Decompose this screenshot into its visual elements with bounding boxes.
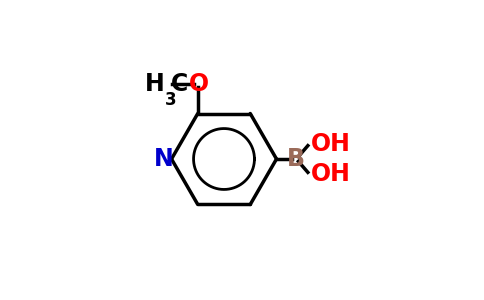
Text: C: C [171,71,189,95]
Text: 3: 3 [166,91,177,109]
Text: O: O [189,71,209,95]
Text: OH: OH [311,132,351,156]
Text: B: B [287,147,304,171]
Text: H: H [145,71,165,95]
Text: OH: OH [311,162,351,186]
Text: N: N [154,147,174,171]
